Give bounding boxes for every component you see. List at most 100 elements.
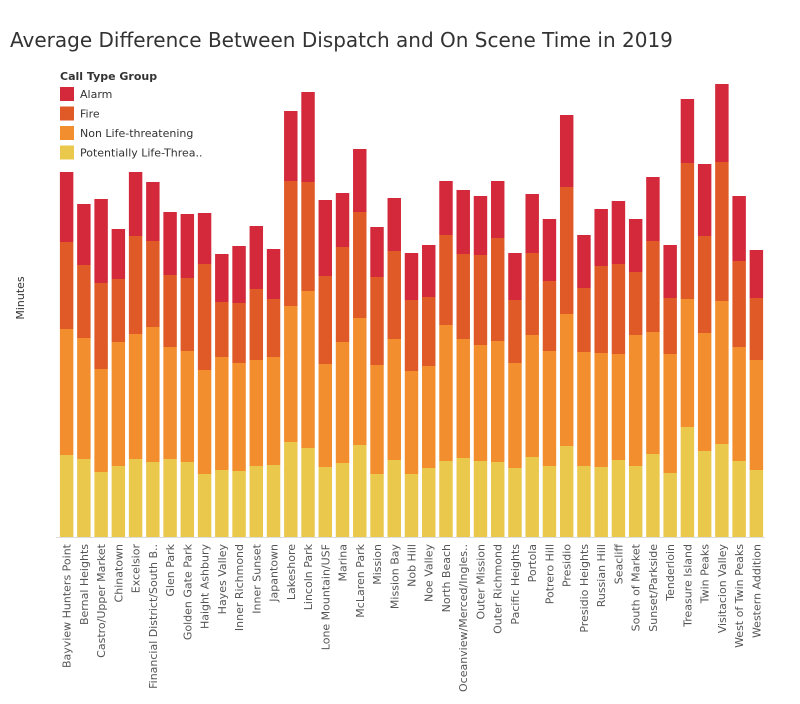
bar-segment <box>59 329 74 455</box>
bar-segment <box>663 354 677 473</box>
x-tick-label: Nob Hill <box>406 544 419 587</box>
bar-segment <box>301 182 315 291</box>
bar-segment <box>335 193 350 247</box>
bar-segment <box>697 333 712 451</box>
bar-segment <box>508 468 522 537</box>
bar-segment <box>111 342 126 466</box>
bar-segment <box>335 463 350 537</box>
bar-segment <box>111 229 126 279</box>
bar-segment <box>508 363 522 468</box>
bar-segment <box>594 353 608 467</box>
bar-segment <box>197 370 212 474</box>
bar-segment <box>249 226 264 289</box>
x-tick-label: Treasure Island <box>681 544 694 628</box>
bar-segment <box>559 314 574 446</box>
x-tick-label: Bayview Hunters Point <box>61 543 74 668</box>
bar-segment <box>94 199 108 283</box>
x-tick-label: Noe Valley <box>423 544 436 603</box>
bar-segment <box>732 196 746 261</box>
bar-segment <box>525 457 539 537</box>
bar-segment <box>542 219 557 281</box>
bar-segment <box>422 245 436 297</box>
bar-segment <box>611 264 626 354</box>
bar-segment <box>439 325 453 461</box>
bar-segment <box>370 474 384 537</box>
bar-segment <box>370 365 384 474</box>
bar-segment <box>266 299 281 357</box>
bar-segment <box>284 111 298 181</box>
x-tick-label: Presidio <box>561 544 574 587</box>
bar-segment <box>215 357 229 470</box>
bar-segment <box>439 235 453 325</box>
legend-title: Call Type Group <box>60 70 157 83</box>
bar-segment <box>404 474 419 537</box>
bar-segment <box>318 364 333 467</box>
bar-segment <box>663 245 677 298</box>
bar-segment <box>180 462 195 537</box>
x-tick-label: South of Market <box>630 543 643 631</box>
x-tick-label: Glen Park <box>164 543 177 596</box>
bar-segment <box>163 459 177 537</box>
bar-segment <box>370 277 384 365</box>
x-tick-label: McLaren Park <box>354 543 367 617</box>
bar-segment <box>732 261 746 347</box>
bar-segment <box>77 265 91 338</box>
bar-segment <box>146 241 160 327</box>
bar-segment <box>284 181 298 306</box>
bar-segment <box>611 201 626 264</box>
bar-segment <box>180 214 195 278</box>
bar-segment <box>680 163 695 299</box>
bar-segment <box>628 219 643 272</box>
bar-segment <box>422 468 436 537</box>
bar-segment <box>456 190 470 254</box>
legend-label: Fire <box>80 108 100 121</box>
x-tick-label: Russian Hill <box>595 544 608 607</box>
bar-segment <box>146 182 160 241</box>
bar-segment <box>628 335 643 466</box>
bar-segment <box>473 196 488 255</box>
bar-segment <box>318 276 333 364</box>
bar-segment <box>732 347 746 461</box>
bar-segment <box>542 281 557 351</box>
bar-segment <box>439 461 453 537</box>
bar-segment <box>146 462 160 537</box>
x-tick-label: Sunset/Parkside <box>647 544 660 632</box>
x-tick-label: Excelsior <box>130 544 143 594</box>
bar-segment <box>594 266 608 353</box>
bar-segment <box>646 332 660 454</box>
bar-segment <box>749 360 764 470</box>
bar-segment <box>77 204 91 265</box>
bar-segment <box>284 442 298 537</box>
x-tick-label: Outer Richmond <box>492 544 505 634</box>
bar-segment <box>232 246 246 303</box>
bar-segment <box>59 242 74 329</box>
bar-segment <box>335 247 350 342</box>
bar-segment <box>77 459 91 537</box>
bar-segment <box>663 473 677 537</box>
bar-segment <box>318 467 333 537</box>
bar-segment <box>94 283 108 369</box>
bar-segment <box>646 177 660 241</box>
bar-segment <box>422 297 436 366</box>
bar-segment <box>180 351 195 462</box>
bar-segment <box>473 255 488 345</box>
bar-segment <box>680 427 695 537</box>
bar-segment <box>370 227 384 277</box>
bar-segment <box>663 298 677 354</box>
bar-segment <box>473 461 488 537</box>
x-tick-label: North Beach <box>440 544 453 612</box>
x-tick-label: Potrero Hill <box>543 544 556 604</box>
bar-segment <box>215 254 229 302</box>
bar-segment <box>197 264 212 370</box>
legend-label: Potentially Life-Threa.. <box>80 147 203 160</box>
bar-segment <box>353 445 367 537</box>
bar-segment <box>215 470 229 537</box>
x-tick-label: Haight Ashbury <box>199 544 212 630</box>
x-tick-label: Seacliff <box>612 544 625 585</box>
bar-segment <box>266 465 281 537</box>
bar-segment <box>525 335 539 457</box>
bar-segment <box>749 470 764 537</box>
bar-segment <box>628 272 643 335</box>
bar-segment <box>456 339 470 458</box>
bar-segment <box>404 300 419 371</box>
